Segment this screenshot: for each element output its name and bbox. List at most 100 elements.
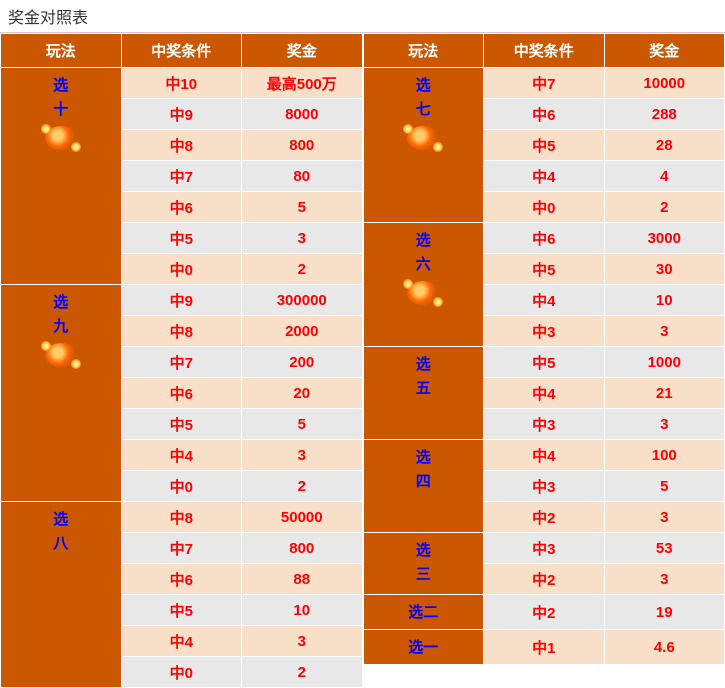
condition-cell: 中6: [121, 564, 242, 595]
prize-cell: 80: [242, 161, 363, 192]
prize-cell: 3: [604, 564, 725, 595]
lottery-icon: [407, 281, 439, 305]
prize-cell: 100: [604, 440, 725, 471]
condition-cell: 中3: [484, 533, 605, 564]
play-type-cell: 选五: [363, 347, 484, 440]
header-prize: 奖金: [604, 34, 725, 68]
condition-cell: 中3: [484, 316, 605, 347]
condition-cell: 中0: [121, 471, 242, 502]
table-title: 奖金对照表: [0, 0, 725, 33]
table-row: 选七中710000: [363, 68, 725, 99]
condition-cell: 中0: [121, 254, 242, 285]
prize-cell: 2: [242, 254, 363, 285]
header-play: 玩法: [1, 34, 122, 68]
prize-cell: 2: [242, 471, 363, 502]
condition-cell: 中5: [121, 409, 242, 440]
condition-cell: 中5: [484, 130, 605, 161]
condition-cell: 中8: [121, 316, 242, 347]
play-type-cell: 选四: [363, 440, 484, 533]
table-row: 选十中10最高500万: [1, 68, 363, 99]
prize-cell: 10: [604, 285, 725, 316]
table-row: 选九中9300000: [1, 285, 363, 316]
play-type-cell: 选三: [363, 533, 484, 595]
prize-cell: 53: [604, 533, 725, 564]
play-type-cell: 选八: [1, 502, 122, 688]
condition-cell: 中0: [121, 657, 242, 688]
lottery-icon: [45, 126, 77, 150]
prize-cell: 8000: [242, 99, 363, 130]
prize-cell: 300000: [242, 285, 363, 316]
play-type-cell: 选二: [363, 595, 484, 630]
condition-cell: 中6: [121, 192, 242, 223]
prize-table-left: 玩法 中奖条件 奖金 选十中10最高500万中98000中8800中780中65…: [0, 33, 363, 688]
play-type-cell: 选十: [1, 68, 122, 285]
prize-cell: 21: [604, 378, 725, 409]
condition-cell: 中6: [484, 223, 605, 254]
table-row: 选四中4100: [363, 440, 725, 471]
prize-cell: 288: [604, 99, 725, 130]
condition-cell: 中8: [121, 130, 242, 161]
prize-cell: 3: [604, 409, 725, 440]
condition-cell: 中6: [484, 99, 605, 130]
condition-cell: 中7: [121, 533, 242, 564]
condition-cell: 中4: [121, 626, 242, 657]
prize-cell: 3: [242, 440, 363, 471]
condition-cell: 中5: [121, 223, 242, 254]
prize-cell: 800: [242, 130, 363, 161]
condition-cell: 中7: [121, 347, 242, 378]
condition-cell: 中5: [121, 595, 242, 626]
prize-cell: 10000: [604, 68, 725, 99]
prize-cell: 4: [604, 161, 725, 192]
condition-cell: 中9: [121, 285, 242, 316]
prize-cell: 5: [242, 192, 363, 223]
prize-cell: 3: [604, 316, 725, 347]
condition-cell: 中6: [121, 378, 242, 409]
prize-cell: 88: [242, 564, 363, 595]
header-condition: 中奖条件: [121, 34, 242, 68]
play-type-cell: 选七: [363, 68, 484, 223]
condition-cell: 中2: [484, 564, 605, 595]
play-type-cell: 选九: [1, 285, 122, 502]
prize-cell: 200: [242, 347, 363, 378]
condition-cell: 中4: [484, 440, 605, 471]
prize-cell: 28: [604, 130, 725, 161]
prize-table-right: 玩法 中奖条件 奖金 选七中710000中6288中528中44中02选六中63…: [363, 33, 725, 665]
prize-cell: 4.6: [604, 630, 725, 665]
prize-cell: 30: [604, 254, 725, 285]
prize-cell: 50000: [242, 502, 363, 533]
table-row: 选一中14.6: [363, 630, 725, 665]
lottery-icon: [407, 126, 439, 150]
prize-cell: 2: [242, 657, 363, 688]
table-row: 选五中51000: [363, 347, 725, 378]
prize-cell: 3: [242, 223, 363, 254]
prize-cell: 5: [604, 471, 725, 502]
condition-cell: 中5: [484, 254, 605, 285]
condition-cell: 中8: [121, 502, 242, 533]
table-row: 选二中219: [363, 595, 725, 630]
lottery-icon: [45, 343, 77, 367]
header-play: 玩法: [363, 34, 484, 68]
condition-cell: 中2: [484, 595, 605, 630]
condition-cell: 中3: [484, 471, 605, 502]
condition-cell: 中4: [484, 378, 605, 409]
header-prize: 奖金: [242, 34, 363, 68]
play-type-cell: 选六: [363, 223, 484, 347]
condition-cell: 中4: [484, 161, 605, 192]
prize-cell: 3000: [604, 223, 725, 254]
prize-cell: 2: [604, 192, 725, 223]
table-row: 选三中353: [363, 533, 725, 564]
table-row: 选六中63000: [363, 223, 725, 254]
condition-cell: 中4: [121, 440, 242, 471]
prize-cell: 19: [604, 595, 725, 630]
prize-cell: 1000: [604, 347, 725, 378]
condition-cell: 中1: [484, 630, 605, 665]
condition-cell: 中4: [484, 285, 605, 316]
condition-cell: 中3: [484, 409, 605, 440]
prize-cell: 最高500万: [242, 68, 363, 99]
prize-cell: 2000: [242, 316, 363, 347]
play-type-cell: 选一: [363, 630, 484, 665]
condition-cell: 中7: [484, 68, 605, 99]
header-condition: 中奖条件: [484, 34, 605, 68]
condition-cell: 中5: [484, 347, 605, 378]
prize-cell: 3: [242, 626, 363, 657]
